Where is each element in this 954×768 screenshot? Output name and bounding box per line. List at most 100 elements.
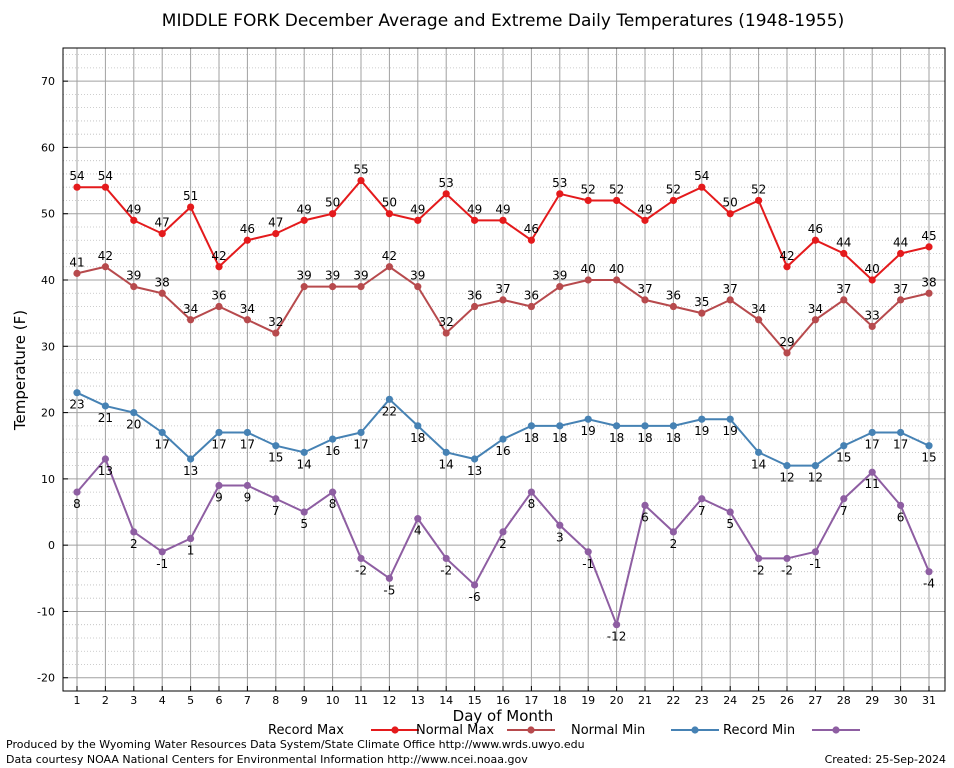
x-tick-label: 31 [922, 694, 936, 707]
grid [63, 48, 945, 692]
data-point [527, 236, 536, 244]
data-point [272, 230, 280, 238]
data-label: 46 [240, 222, 255, 236]
data-label: 14 [751, 457, 766, 471]
data-point [158, 548, 166, 556]
data-label: 21 [98, 411, 113, 425]
y-tick-label: 70 [41, 75, 55, 88]
data-label: 15 [268, 451, 283, 465]
y-tick-label: 50 [41, 208, 55, 221]
legend-label: Record Max [268, 723, 344, 738]
data-label: 42 [98, 249, 113, 263]
data-label: -1 [156, 557, 168, 571]
data-label: 42 [382, 249, 397, 263]
data-point [357, 554, 365, 563]
data-point [300, 283, 308, 291]
data-label: 39 [325, 269, 340, 283]
chart-title: MIDDLE FORK December Average and Extreme… [162, 11, 844, 31]
data-label: -1 [582, 557, 594, 571]
data-point [811, 316, 820, 324]
data-label: 17 [893, 437, 908, 451]
data-point [385, 395, 393, 403]
data-point [101, 263, 109, 271]
data-label: 18 [552, 431, 567, 445]
data-label: 44 [893, 235, 908, 249]
x-tick-label: 10 [326, 694, 340, 707]
data-label: 49 [495, 202, 510, 216]
data-label: 8 [528, 497, 536, 511]
data-label: 14 [297, 457, 312, 471]
data-point [101, 402, 109, 410]
data-point [840, 442, 848, 450]
x-tick-label: 2 [102, 694, 109, 707]
data-point [385, 210, 393, 218]
x-tick-label: 29 [865, 694, 879, 707]
data-point [215, 481, 223, 490]
data-point [527, 422, 536, 430]
data-label: 50 [382, 196, 397, 210]
data-label: 40 [865, 262, 880, 276]
data-point [130, 408, 138, 417]
x-tick-label: 9 [301, 694, 308, 707]
data-label: 34 [751, 302, 766, 316]
data-point [669, 196, 678, 205]
data-point [300, 508, 308, 516]
data-point [272, 329, 280, 337]
data-label: 16 [495, 444, 510, 458]
data-point [243, 236, 251, 244]
data-point [272, 442, 280, 450]
data-point [215, 428, 223, 437]
legend: Record Max Normal Max Normal Min Record Min [268, 723, 860, 738]
x-tick-label: 12 [382, 694, 396, 707]
data-point [385, 263, 393, 271]
data-point [584, 415, 592, 423]
data-point [442, 329, 450, 337]
data-point [925, 442, 933, 450]
data-point [613, 621, 621, 629]
x-tick-label: 28 [837, 694, 851, 707]
y-tick-label: -10 [37, 605, 55, 618]
data-point [698, 183, 706, 191]
data-label: 19 [581, 424, 596, 438]
y-tick-label: 10 [41, 473, 55, 486]
data-label: 44 [836, 235, 851, 249]
legend-label: Record Min [723, 723, 795, 738]
y-tick-label: 30 [41, 340, 55, 353]
data-label: 53 [552, 176, 567, 190]
footer-credit-wrds: Produced by the Wyoming Water Resources … [6, 738, 585, 751]
x-tick-label: 19 [581, 694, 595, 707]
data-point [783, 554, 791, 563]
data-point [840, 296, 848, 304]
data-point [414, 422, 422, 430]
data-point [215, 263, 223, 271]
data-label: 7 [698, 504, 706, 518]
data-label: 38 [921, 275, 936, 289]
x-tick-label: 26 [780, 694, 794, 707]
data-point [783, 263, 791, 271]
y-tick-label: 60 [41, 141, 55, 154]
footer-credit-noaa: Data courtesy NOAA National Centers for … [6, 753, 528, 766]
data-label: 8 [73, 497, 81, 511]
data-label: 9 [215, 491, 223, 505]
data-label: -2 [440, 563, 452, 577]
data-point [897, 428, 905, 437]
data-label: 19 [694, 424, 709, 438]
data-label: 9 [244, 491, 252, 505]
data-point [726, 508, 734, 516]
data-label: 14 [439, 457, 454, 471]
data-point [726, 210, 734, 218]
data-point [868, 428, 876, 437]
data-label: 40 [581, 262, 596, 276]
data-label: 33 [865, 308, 880, 322]
x-tick-label: 8 [272, 694, 279, 707]
data-point [556, 190, 564, 198]
data-label: -4 [923, 577, 935, 591]
data-label: 36 [211, 289, 226, 303]
data-label: 49 [410, 202, 425, 216]
data-label: 2 [130, 537, 138, 551]
data-label: 18 [666, 431, 681, 445]
data-point [613, 196, 621, 205]
data-point [584, 276, 592, 284]
data-label: 52 [751, 182, 766, 196]
